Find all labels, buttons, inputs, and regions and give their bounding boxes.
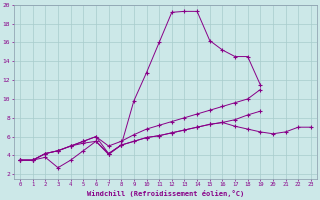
X-axis label: Windchill (Refroidissement éolien,°C): Windchill (Refroidissement éolien,°C) — [87, 190, 244, 197]
